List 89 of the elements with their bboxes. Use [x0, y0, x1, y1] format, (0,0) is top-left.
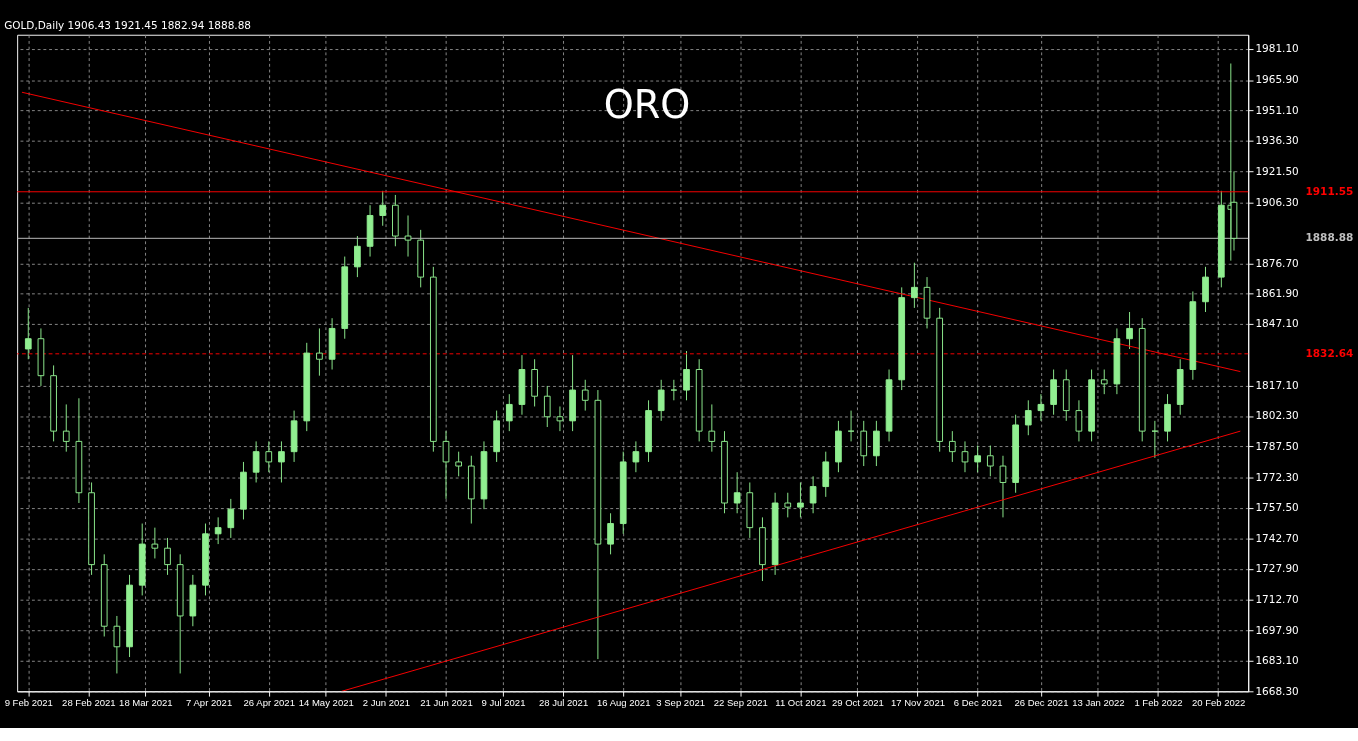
candlestick: [62, 403, 70, 453]
y-tick-label: 1683.10: [1255, 654, 1299, 667]
candlestick: [278, 440, 285, 483]
x-tick-label: 1 Feb 2022: [1134, 697, 1183, 709]
y-tick-label: 1802.30: [1255, 409, 1299, 422]
ref-line-label: 1911.55: [1305, 184, 1354, 197]
y-tick-label: 1921.50: [1255, 164, 1299, 177]
y-tick-label: 1697.90: [1255, 623, 1299, 636]
candlestick: [24, 307, 32, 360]
x-tick-label: 3 Sep 2021: [656, 697, 706, 709]
y-tick-label: 1906.30: [1255, 195, 1299, 208]
candlestick: [974, 445, 981, 473]
candlestick: [214, 516, 222, 545]
candlestick: [316, 327, 323, 377]
candlestick: [1100, 369, 1108, 395]
x-tick-label: 29 Oct 2021: [831, 697, 884, 709]
candlestick: [797, 481, 804, 518]
x-tick-label: 20 Feb 2022: [1191, 697, 1246, 709]
x-tick-label: 9 Feb 2021: [4, 697, 53, 709]
x-tick-label: 28 Feb 2021: [62, 697, 116, 709]
candlestick: [847, 410, 855, 442]
x-tick-label: 17 Nov 2021: [890, 697, 946, 709]
candlestick: [632, 440, 640, 473]
candlestick: [151, 527, 159, 559]
x-tick-label: 13 Jan 2022: [1072, 697, 1125, 709]
x-tick-label: 11 Oct 2021: [775, 697, 827, 709]
candlestick: [784, 492, 792, 518]
candlestick: [354, 235, 361, 278]
candlestick: [607, 512, 614, 555]
candlestick: [670, 379, 678, 401]
candlestick: [999, 455, 1007, 518]
candlestick: [581, 379, 589, 412]
y-tick-label: 1742.70: [1255, 531, 1299, 544]
candlestick: [556, 406, 564, 432]
y-tick-label: 1861.90: [1255, 287, 1299, 300]
ref-line-label: 1832.64: [1305, 346, 1354, 359]
annotation: ORO: [603, 82, 691, 127]
candlestick: [683, 350, 690, 401]
y-tick-label: 1936.30: [1255, 134, 1299, 147]
x-tick-label: 6 Dec 2021: [953, 697, 1003, 709]
candlestick: [809, 475, 817, 514]
y-tick-label: 1727.90: [1255, 562, 1299, 575]
candlestick: [1075, 399, 1083, 442]
candlestick: [543, 385, 551, 428]
y-tick-label: 1847.10: [1255, 317, 1299, 330]
x-tick-label: 28 Jul 2021: [538, 697, 589, 709]
x-tick-label: 21 Jun 2021: [420, 697, 473, 709]
candlestick: [379, 190, 387, 227]
y-tick-label: 1965.90: [1255, 73, 1299, 86]
candlestick: [949, 430, 956, 463]
candlestick: [265, 440, 273, 473]
candlestick: [911, 262, 918, 309]
candlestick: [455, 451, 463, 477]
candlestick: [227, 498, 235, 539]
candlestick: [1037, 393, 1045, 422]
y-tick-label: 1787.50: [1255, 439, 1299, 452]
x-tick-label: 26 Dec 2021: [1014, 697, 1069, 709]
x-tick-label: 2 Jun 2021: [362, 697, 410, 709]
candlestick: [1126, 311, 1133, 350]
candlestick: [708, 403, 716, 453]
candlestick: [252, 440, 260, 483]
candlestick: [657, 379, 665, 422]
candlestick: [1024, 399, 1032, 436]
x-tick-label: 7 Apr 2021: [186, 697, 233, 709]
x-tick-label: 26 Apr 2021: [243, 697, 295, 709]
candlestick: [404, 215, 412, 258]
x-tick-label: 18 Mar 2021: [119, 697, 173, 709]
y-tick-label: 1712.70: [1255, 593, 1299, 606]
y-tick-label: 1981.10: [1255, 42, 1299, 55]
x-tick-label: 9 Jul 2021: [481, 697, 526, 709]
candlestick: [164, 537, 171, 576]
ref-line-label: 1888.88: [1305, 231, 1354, 244]
y-tick-label: 1668.30: [1255, 684, 1299, 697]
y-tick-label: 1817.10: [1255, 379, 1299, 392]
candlestick: [505, 393, 513, 432]
y-tick-label: 1951.10: [1255, 103, 1299, 116]
y-tick-label: 1772.30: [1255, 471, 1299, 484]
x-tick-label: 16 Aug 2021: [596, 697, 651, 709]
candlestick: [113, 615, 121, 674]
candlestick: [986, 445, 994, 477]
y-tick-label: 1876.70: [1255, 256, 1299, 269]
candlestick: [961, 440, 969, 473]
y-tick-label: 1757.50: [1255, 501, 1299, 514]
candlestick: [442, 430, 450, 500]
chart-title: GOLD,Daily 1906.43 1921.45 1882.94 1888.88: [4, 19, 252, 32]
candlestick: [733, 471, 741, 514]
x-tick-label: 22 Sep 2021: [713, 697, 768, 709]
x-tick-label: 14 May 2021: [298, 697, 354, 709]
candlestick: [1151, 420, 1159, 459]
